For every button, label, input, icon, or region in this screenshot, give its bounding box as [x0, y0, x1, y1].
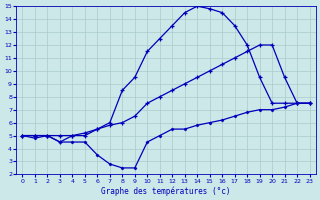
X-axis label: Graphe des températures (°c): Graphe des températures (°c) [101, 186, 231, 196]
